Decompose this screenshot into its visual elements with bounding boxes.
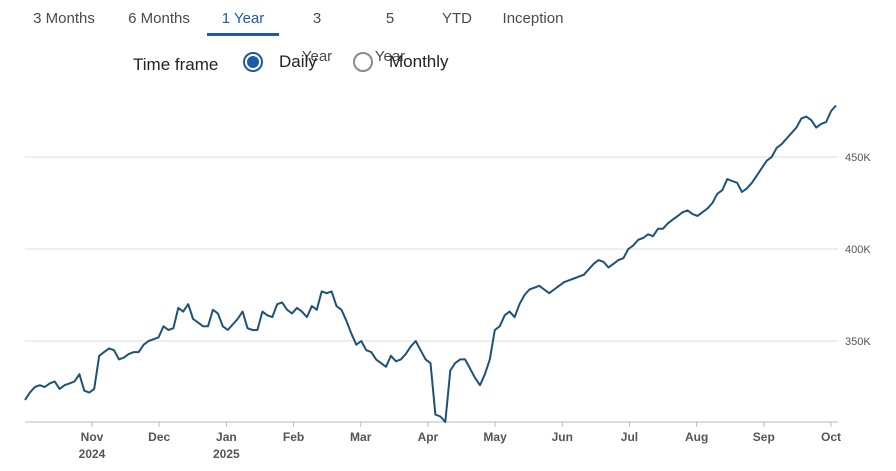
x-tick-label: Feb	[283, 430, 304, 444]
tab-3-year[interactable]: 3 Year	[301, 10, 333, 65]
x-tick-label: Oct	[821, 430, 841, 444]
timeframe-label: Time frame	[133, 55, 219, 74]
monthly-radio[interactable]	[353, 52, 373, 72]
x-tick-year-label: 2025	[213, 447, 240, 461]
x-tick-label: Jun	[552, 430, 573, 444]
daily-option[interactable]: Daily	[243, 52, 317, 72]
tab-5-year[interactable]: 5 Year	[374, 10, 406, 65]
x-tick-year-label: 2024	[79, 447, 106, 461]
radio-dot-icon	[247, 56, 259, 68]
tab-6-months[interactable]: 6 Months	[128, 10, 190, 27]
daily-radio[interactable]	[243, 52, 263, 72]
x-axis-labels: Nov 2024 Dec Jan 2025 Feb Mar Apr May Jun Jul Aug Se…	[79, 422, 841, 461]
daily-label: Daily	[279, 52, 317, 71]
x-tick-label: Aug	[685, 430, 708, 444]
y-tick-label: 450K	[845, 152, 871, 164]
monthly-option[interactable]: Monthly	[353, 52, 449, 72]
x-tick-label: May	[483, 430, 507, 444]
x-tick-label: Jul	[621, 430, 638, 444]
x-tick-label: Apr	[418, 430, 439, 444]
period-tabs: 3 Months 6 Months 1 Year 3 Year 5 Year Y…	[0, 0, 896, 65]
monthly-label: Monthly	[389, 52, 449, 71]
x-tick-label: Jan	[216, 430, 237, 444]
tab-ytd[interactable]: YTD	[442, 10, 472, 27]
tab-inception[interactable]: Inception	[502, 10, 564, 27]
x-tick-label: Sep	[753, 430, 775, 444]
tab-1-year[interactable]: 1 Year	[207, 0, 279, 36]
x-tick-label: Nov	[81, 430, 104, 444]
x-tick-label: Mar	[350, 430, 372, 444]
y-tick-label: 400K	[845, 244, 871, 256]
y-axis-labels: 350K 400K 450K	[845, 152, 871, 348]
x-tick-label: Dec	[148, 430, 170, 444]
tab-3-months[interactable]: 3 Months	[33, 10, 95, 27]
series-line	[24, 104, 837, 423]
grid-lines	[25, 156, 838, 342]
y-tick-label: 350K	[845, 336, 871, 348]
